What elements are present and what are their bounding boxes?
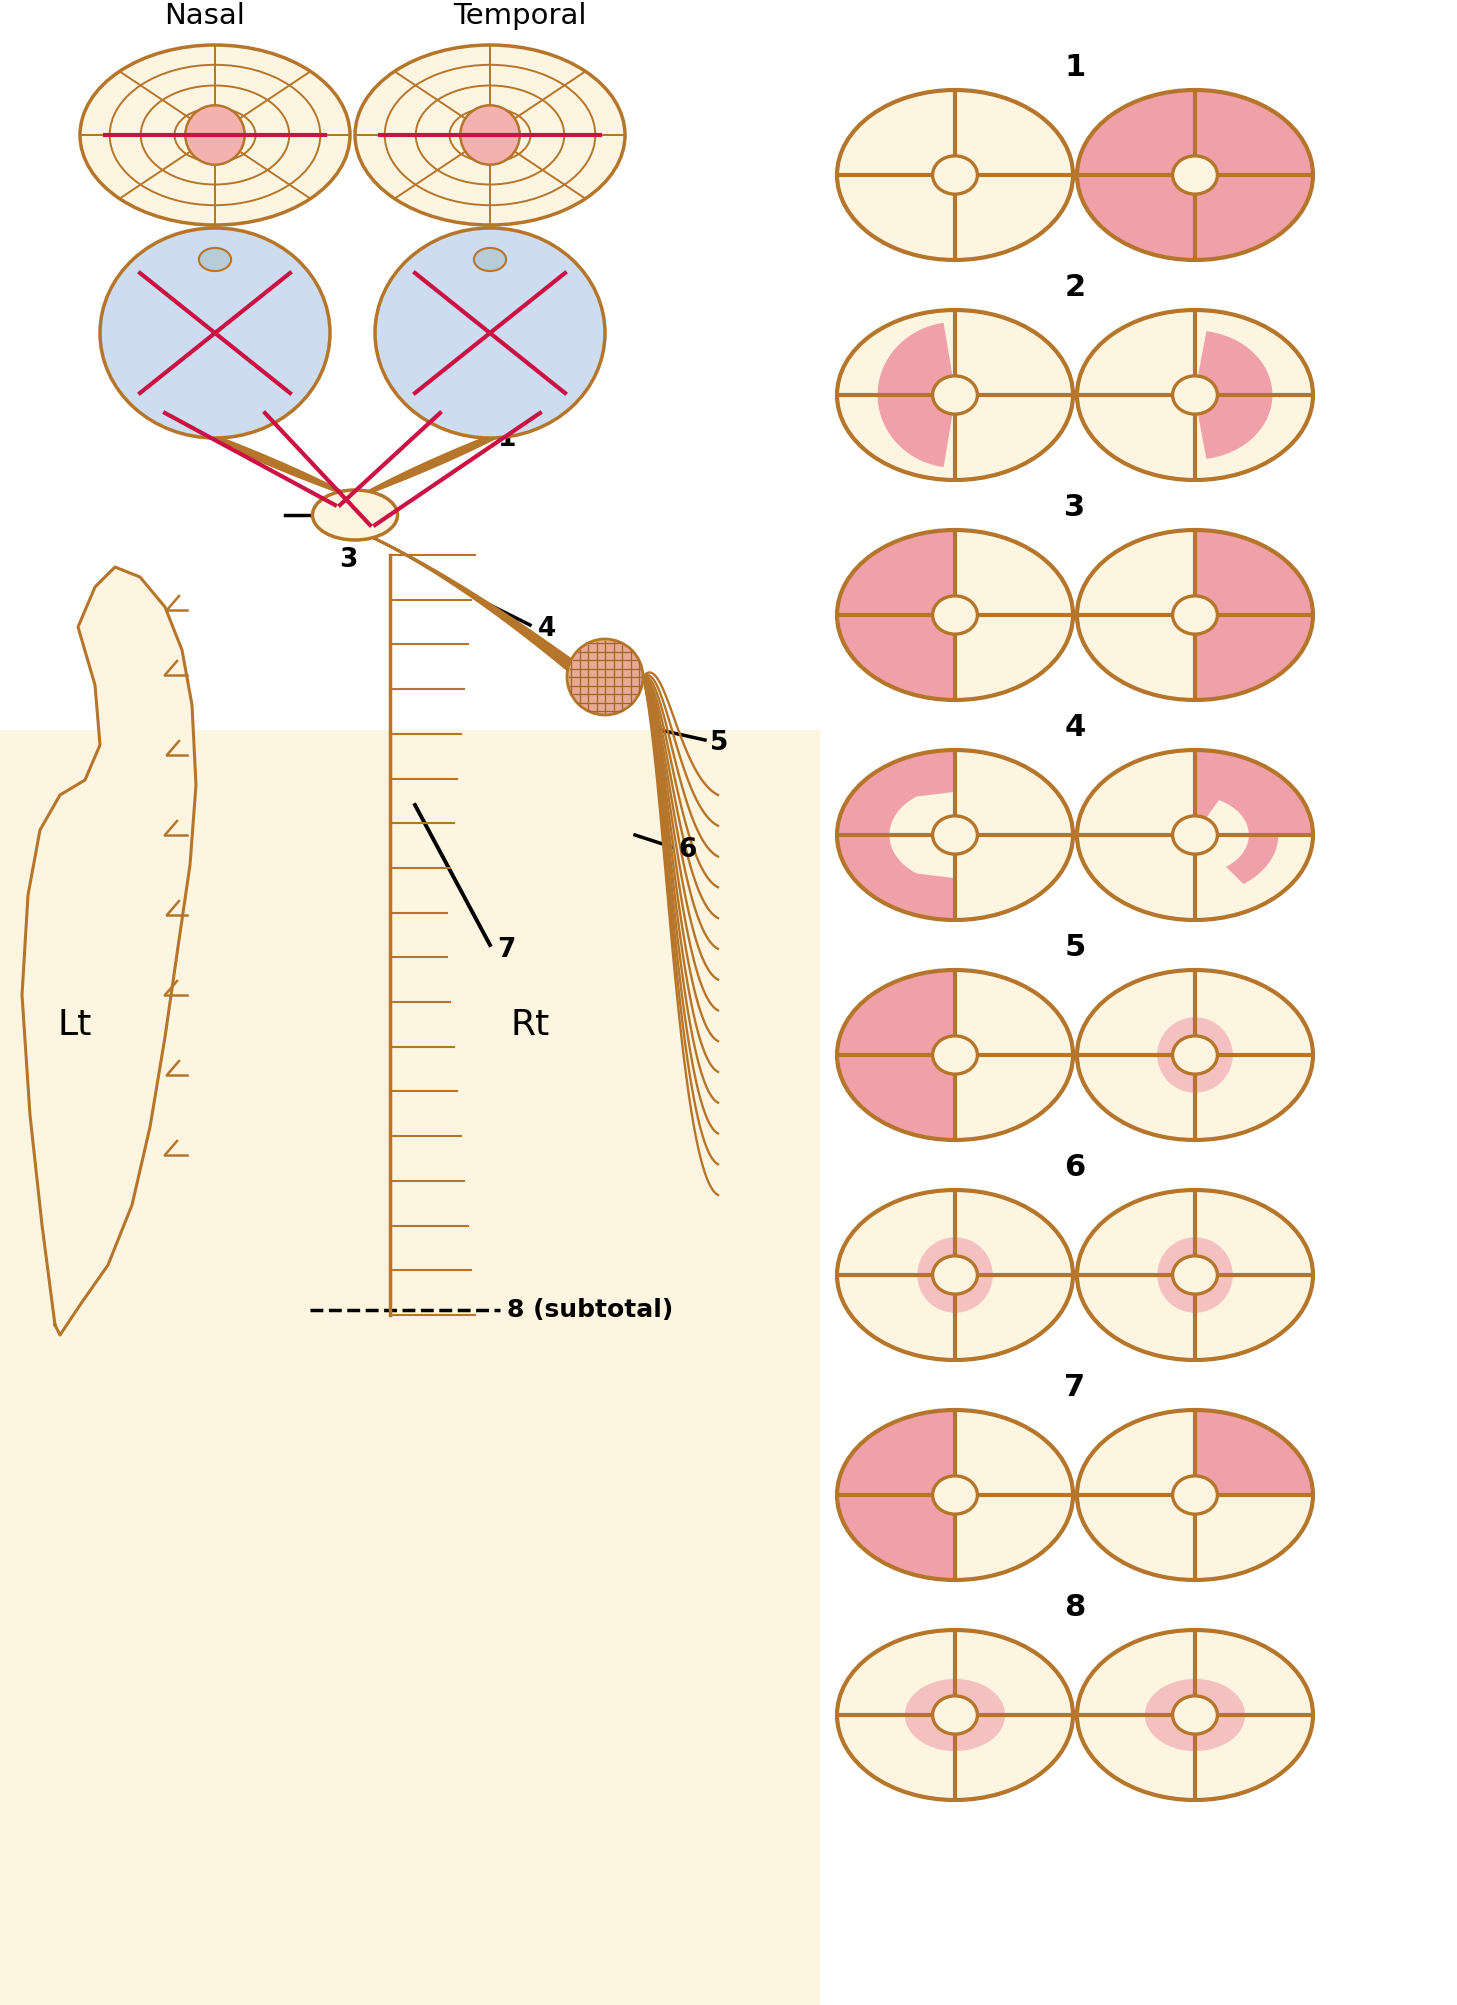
Polygon shape (836, 1496, 954, 1580)
Text: Rt: Rt (510, 1009, 549, 1043)
Polygon shape (836, 616, 954, 700)
Text: 8 (subtotal): 8 (subtotal) (507, 1297, 673, 1321)
Ellipse shape (1077, 529, 1313, 700)
Ellipse shape (1173, 156, 1218, 194)
Ellipse shape (932, 1255, 978, 1293)
Circle shape (567, 640, 643, 716)
Ellipse shape (836, 529, 1072, 700)
Ellipse shape (1077, 90, 1313, 261)
Polygon shape (836, 1055, 954, 1141)
Ellipse shape (1173, 1476, 1218, 1514)
Text: 3: 3 (339, 547, 357, 573)
Circle shape (185, 106, 245, 164)
Ellipse shape (932, 1476, 978, 1514)
Text: 1: 1 (498, 425, 516, 451)
Text: 4: 4 (538, 616, 557, 642)
Ellipse shape (932, 375, 978, 415)
Ellipse shape (1077, 1191, 1313, 1359)
Polygon shape (1195, 750, 1313, 834)
Ellipse shape (932, 816, 978, 854)
Ellipse shape (474, 249, 506, 271)
Text: 2: 2 (1065, 273, 1085, 303)
Polygon shape (836, 1410, 954, 1496)
Text: 7: 7 (1065, 1373, 1085, 1401)
Polygon shape (836, 750, 954, 920)
Text: Lt: Lt (58, 1009, 92, 1043)
Text: 2: 2 (361, 503, 380, 529)
Ellipse shape (1173, 1037, 1218, 1075)
Ellipse shape (905, 1678, 1005, 1750)
Polygon shape (1195, 800, 1249, 868)
Ellipse shape (356, 44, 625, 225)
Text: 3: 3 (1065, 493, 1085, 521)
Text: 7: 7 (497, 936, 516, 962)
Ellipse shape (836, 750, 1072, 920)
Ellipse shape (836, 1191, 1072, 1359)
Polygon shape (1195, 826, 1278, 882)
Ellipse shape (1077, 1630, 1313, 1800)
Ellipse shape (312, 489, 398, 539)
Ellipse shape (80, 44, 350, 225)
Ellipse shape (932, 1037, 978, 1075)
Polygon shape (1195, 616, 1313, 700)
Ellipse shape (1077, 1410, 1313, 1580)
Circle shape (1157, 1237, 1233, 1313)
Text: 6: 6 (1065, 1153, 1085, 1183)
Ellipse shape (1173, 816, 1218, 854)
Polygon shape (890, 792, 954, 878)
Ellipse shape (1077, 311, 1313, 479)
Ellipse shape (1077, 90, 1313, 261)
Text: 8: 8 (1065, 1594, 1085, 1622)
Circle shape (460, 106, 520, 164)
Text: 1: 1 (1065, 52, 1085, 82)
Polygon shape (1195, 1410, 1313, 1496)
Circle shape (918, 1237, 992, 1313)
Ellipse shape (374, 229, 605, 437)
Ellipse shape (836, 90, 1072, 261)
FancyBboxPatch shape (0, 730, 820, 2005)
Polygon shape (22, 567, 197, 1335)
Ellipse shape (836, 970, 1072, 1141)
Polygon shape (1195, 529, 1313, 616)
Ellipse shape (836, 1410, 1072, 1580)
Ellipse shape (101, 229, 329, 437)
Ellipse shape (1173, 595, 1218, 634)
Ellipse shape (1173, 1255, 1218, 1293)
Circle shape (1157, 1017, 1233, 1093)
Ellipse shape (932, 1696, 978, 1734)
Ellipse shape (836, 1630, 1072, 1800)
Polygon shape (836, 970, 954, 1055)
Ellipse shape (932, 156, 978, 194)
Text: 4: 4 (1065, 714, 1085, 742)
Text: Nasal: Nasal (165, 2, 245, 30)
Ellipse shape (836, 311, 1072, 479)
Polygon shape (1195, 333, 1272, 457)
Text: 5: 5 (1065, 932, 1085, 962)
Ellipse shape (1077, 750, 1313, 920)
Polygon shape (879, 323, 954, 467)
Text: Temporal: Temporal (453, 2, 587, 30)
Text: 6: 6 (678, 836, 696, 862)
Ellipse shape (1077, 970, 1313, 1141)
Text: 5: 5 (710, 730, 728, 756)
Ellipse shape (1145, 1678, 1246, 1750)
Ellipse shape (1173, 1696, 1218, 1734)
Ellipse shape (932, 595, 978, 634)
Ellipse shape (200, 249, 232, 271)
Ellipse shape (1173, 375, 1218, 415)
Polygon shape (836, 529, 954, 616)
